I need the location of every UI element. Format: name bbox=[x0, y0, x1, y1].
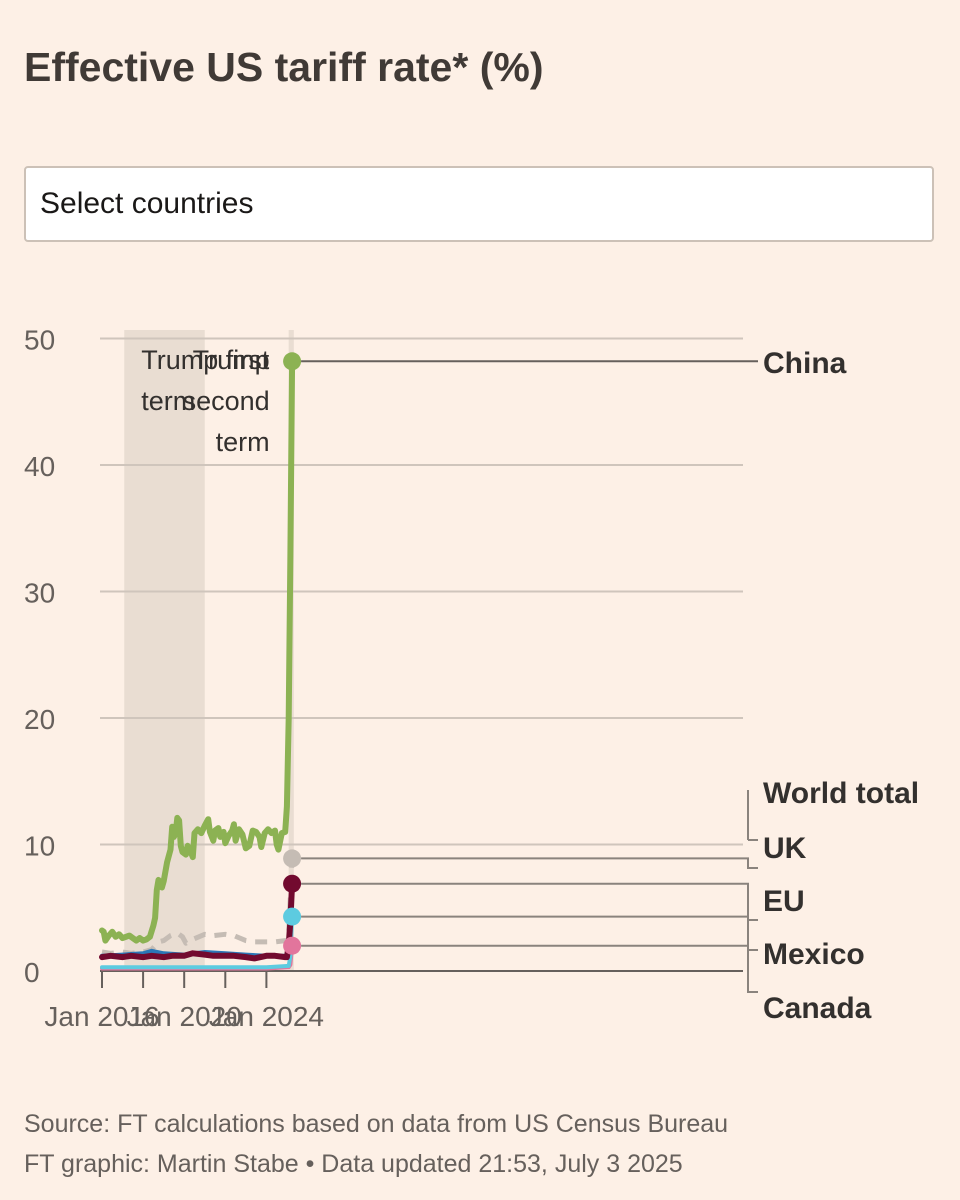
series-label-world-total: World total bbox=[763, 777, 919, 810]
period-label: term bbox=[216, 427, 270, 457]
period-label: second bbox=[183, 386, 270, 416]
x-tick-label: Jan 2020 bbox=[127, 1001, 242, 1032]
leader-eu bbox=[301, 882, 758, 921]
end-marker-mexico bbox=[283, 936, 302, 955]
source-note: Source: FT calculations based on data fr… bbox=[24, 1110, 729, 1138]
series-line-canada bbox=[100, 914, 295, 970]
series-label-canada: Canada bbox=[763, 992, 872, 1025]
select-countries-dropdown[interactable]: Select countries bbox=[24, 166, 934, 242]
y-tick-label: 20 bbox=[24, 704, 55, 735]
x-tick-label: Jan 2024 bbox=[209, 1001, 324, 1032]
credit-note: FT graphic: Martin Stabe • Data updated … bbox=[24, 1150, 683, 1178]
gridlines bbox=[100, 337, 743, 846]
period-label: Trump bbox=[193, 345, 270, 375]
end-marker-world-total bbox=[283, 849, 302, 868]
series-label-uk: UK bbox=[763, 832, 807, 865]
series-line-china bbox=[99, 358, 296, 944]
end-marker-china bbox=[283, 352, 302, 371]
series-label-china: China bbox=[763, 347, 847, 380]
period-label: term bbox=[141, 386, 195, 416]
period-label: Trump first bbox=[141, 345, 269, 375]
series-labels: China World total UK EU Mexico Canada bbox=[301, 347, 919, 1025]
series-line-eu bbox=[99, 880, 296, 962]
end-markers bbox=[283, 352, 302, 955]
end-marker-canada bbox=[283, 907, 302, 926]
series-lines bbox=[99, 358, 296, 971]
leader-canada bbox=[301, 944, 758, 993]
y-tick-label: 30 bbox=[24, 578, 55, 609]
leader-world-total bbox=[747, 790, 758, 841]
leader-uk bbox=[301, 857, 758, 869]
y-tick-label: 40 bbox=[24, 451, 55, 482]
y-axis: 0 10 20 30 40 50 bbox=[24, 325, 55, 989]
end-marker-eu bbox=[283, 874, 302, 893]
select-countries-label: Select countries bbox=[40, 187, 254, 220]
series-label-eu: EU bbox=[763, 885, 805, 918]
y-tick-label: 10 bbox=[24, 831, 55, 862]
x-tick-label: Jan 2016 bbox=[44, 1001, 159, 1032]
series-label-mexico: Mexico bbox=[763, 938, 865, 971]
leader-mexico bbox=[301, 915, 758, 951]
y-tick-label: 50 bbox=[24, 325, 55, 356]
y-tick-label: 0 bbox=[24, 957, 40, 988]
chart-title: Effective US tariff rate* (%) bbox=[24, 44, 544, 90]
